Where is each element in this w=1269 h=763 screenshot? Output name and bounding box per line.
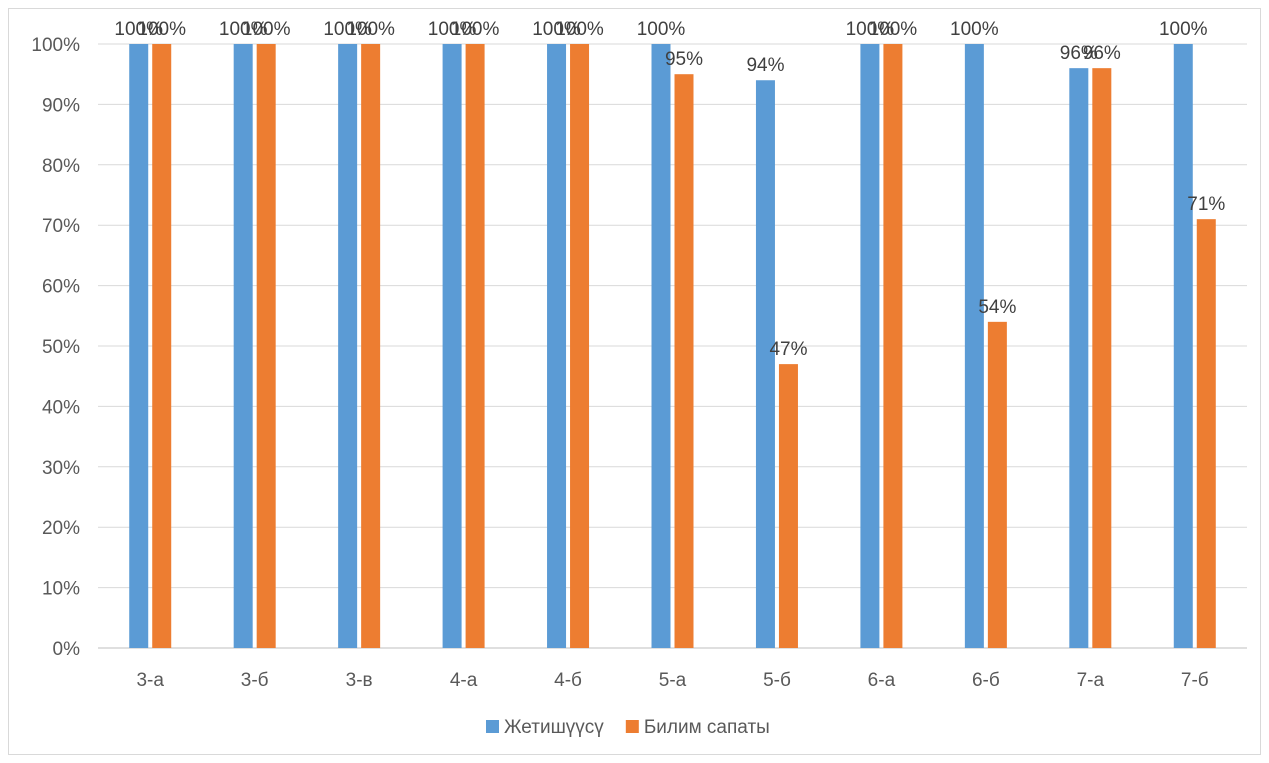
data-label: 100%: [346, 19, 395, 40]
y-tick-label: 40%: [42, 397, 80, 418]
x-tick-label: 6-а: [868, 670, 896, 691]
bar: [129, 44, 149, 648]
bar: [465, 44, 485, 648]
bar: [256, 44, 276, 648]
bar: [674, 74, 694, 648]
chart-frame: [8, 8, 1261, 755]
data-label: 71%: [1187, 194, 1225, 215]
data-label: 100%: [637, 19, 686, 40]
legend-label: Жетишүүсү: [504, 717, 604, 738]
data-label: 94%: [746, 55, 784, 76]
y-tick-label: 80%: [42, 156, 80, 177]
x-tick-label: 4-а: [450, 670, 478, 691]
y-tick-label: 10%: [42, 579, 80, 600]
x-tick-label: 5-б: [763, 670, 791, 691]
bar: [1173, 44, 1193, 648]
bar: [361, 44, 381, 648]
bar: [987, 321, 1007, 648]
x-tick-label: 3-а: [136, 670, 164, 691]
x-tick-label: 3-в: [346, 670, 373, 691]
data-label: 100%: [869, 19, 918, 40]
bar: [883, 44, 903, 648]
x-axis: 3-а 3-б 3-в 4-а 4-б 5-а 5-б 6-а 6-б 7-а 7-б: [136, 670, 1208, 691]
data-label: 100%: [137, 19, 186, 40]
data-label: 96%: [1083, 43, 1121, 64]
y-tick-label: 50%: [42, 337, 80, 358]
bar: [547, 44, 567, 648]
data-label: 54%: [978, 297, 1016, 318]
legend: Жетишүүсү Билим сапаты: [486, 717, 770, 738]
data-label: 100%: [1159, 19, 1208, 40]
data-label: 100%: [323, 19, 372, 40]
data-label: 100%: [451, 19, 500, 40]
bar: [570, 44, 590, 648]
data-label: 100%: [428, 19, 477, 40]
y-tick-label: 20%: [42, 518, 80, 539]
data-label: 100%: [950, 19, 999, 40]
bar: [1196, 219, 1216, 648]
bar: [442, 44, 462, 648]
x-tick-label: 3-б: [241, 670, 269, 691]
y-tick-label: 70%: [42, 216, 80, 237]
x-tick-label: 7-а: [1077, 670, 1105, 691]
x-tick-label: 4-б: [554, 670, 582, 691]
bar: [860, 44, 880, 648]
bar: [233, 44, 253, 648]
data-label: 100%: [242, 19, 291, 40]
data-label: 47%: [769, 339, 807, 360]
x-tick-label: 5-а: [659, 670, 687, 691]
data-label: 100%: [846, 19, 895, 40]
y-axis: 0% 10% 20% 30% 40% 50% 60% 70% 80% 90% 100%: [31, 35, 80, 660]
bar: [964, 44, 984, 648]
y-tick-label: 60%: [42, 277, 80, 298]
data-label: 100%: [114, 19, 163, 40]
bar: [1092, 68, 1112, 648]
y-tick-label: 30%: [42, 458, 80, 479]
bar: [338, 44, 358, 648]
data-label: 100%: [555, 19, 604, 40]
bar: [755, 80, 775, 649]
data-label: 95%: [665, 49, 703, 70]
y-tick-label: 90%: [42, 95, 80, 116]
bar: [1069, 68, 1089, 648]
bar: [778, 364, 798, 648]
bar: [651, 44, 671, 648]
legend-swatch: [486, 720, 499, 733]
gridlines: [98, 43, 1247, 649]
data-label: 100%: [532, 19, 581, 40]
x-tick-label: 7-б: [1181, 670, 1209, 691]
bars: [129, 44, 1216, 649]
bar: [152, 44, 172, 648]
y-tick-label: 0%: [53, 639, 81, 660]
data-label: 100%: [219, 19, 268, 40]
legend-label: Билим сапаты: [644, 717, 770, 738]
y-tick-label: 100%: [31, 35, 80, 56]
legend-swatch: [625, 720, 639, 733]
x-tick-label: 6-б: [972, 670, 1000, 691]
data-label: 96%: [1060, 43, 1098, 64]
data-labels: 100%100% 100%100% 100%100% 100%100% 100%100%…: [114, 19, 1225, 360]
